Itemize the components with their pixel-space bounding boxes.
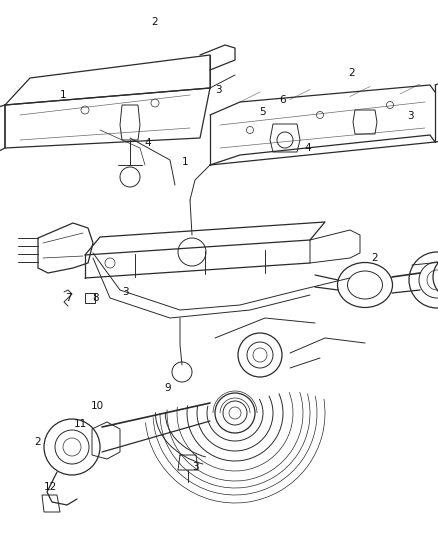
Text: 4: 4	[305, 143, 311, 153]
Text: 6: 6	[280, 95, 286, 105]
Text: 1: 1	[182, 157, 188, 167]
Text: 11: 11	[74, 419, 87, 429]
Text: 10: 10	[90, 401, 103, 411]
Text: 2: 2	[35, 437, 41, 447]
Text: 3: 3	[215, 85, 221, 95]
Text: 5: 5	[260, 107, 266, 117]
Text: 4: 4	[145, 138, 151, 148]
Text: 3: 3	[407, 111, 413, 121]
Text: 8: 8	[93, 293, 99, 303]
Text: 3: 3	[192, 462, 198, 472]
Text: 7: 7	[65, 293, 71, 303]
Text: 2: 2	[349, 68, 355, 78]
Text: 1: 1	[60, 90, 66, 100]
Text: 2: 2	[372, 253, 378, 263]
Text: 2: 2	[152, 17, 158, 27]
Text: 3: 3	[122, 287, 128, 297]
Text: 9: 9	[165, 383, 171, 393]
Text: 12: 12	[43, 482, 57, 492]
